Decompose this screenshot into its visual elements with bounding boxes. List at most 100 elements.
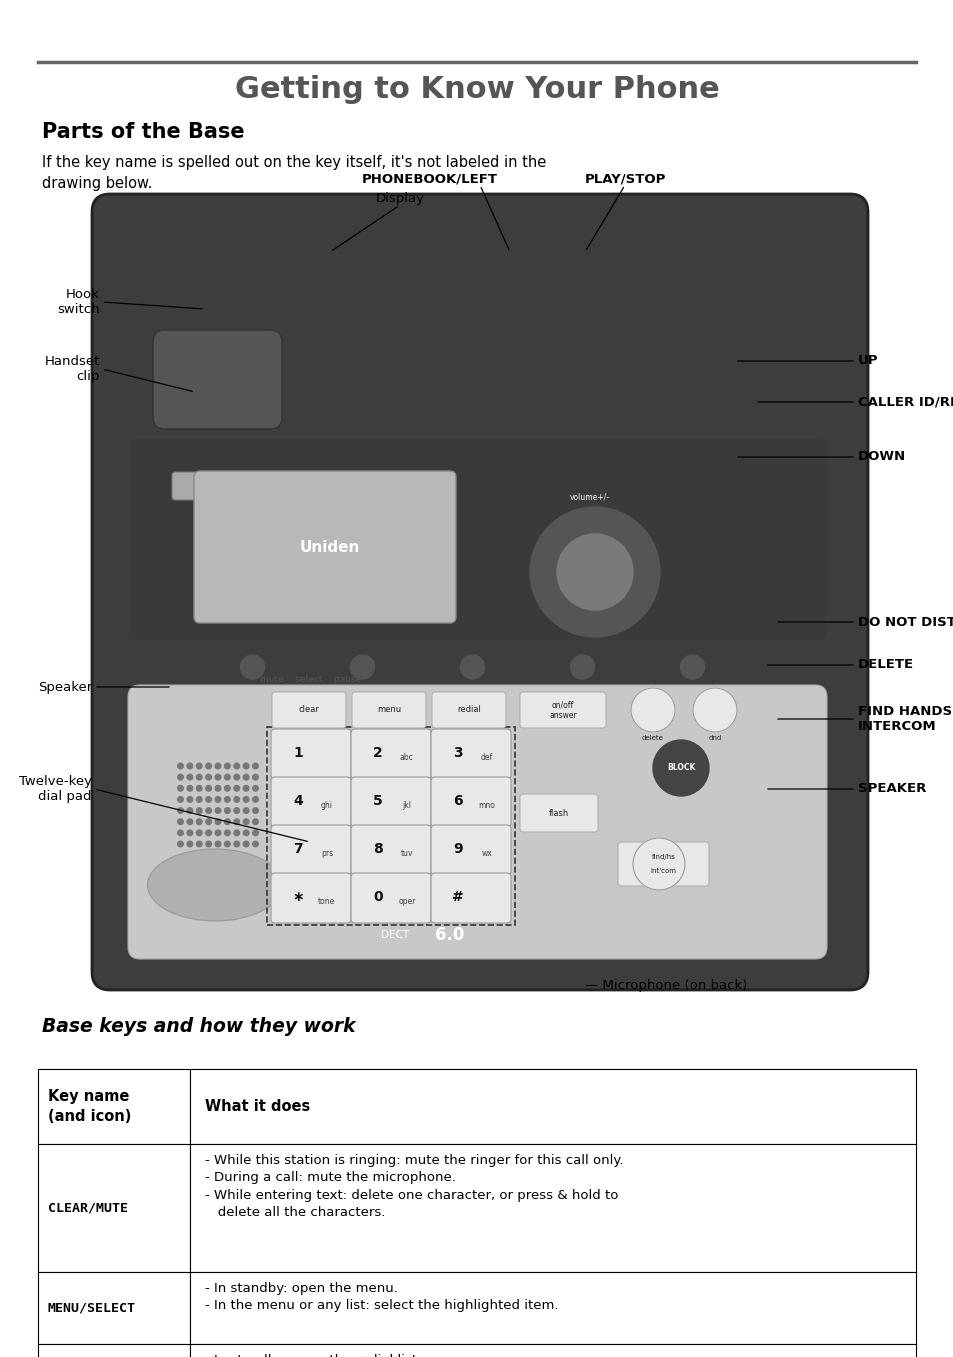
Circle shape	[243, 818, 249, 825]
Text: wx: wx	[481, 849, 492, 858]
Text: DOWN: DOWN	[857, 451, 905, 464]
Circle shape	[206, 818, 212, 825]
FancyBboxPatch shape	[431, 729, 511, 779]
Circle shape	[530, 508, 659, 636]
Text: volume+/-: volume+/-	[569, 493, 609, 502]
Text: Uniden: Uniden	[299, 540, 360, 555]
Circle shape	[233, 763, 239, 769]
Text: jkl: jkl	[402, 801, 411, 810]
Circle shape	[224, 763, 230, 769]
Text: answer: answer	[549, 711, 577, 721]
Circle shape	[253, 797, 258, 802]
Text: prs: prs	[320, 849, 333, 858]
FancyBboxPatch shape	[351, 778, 431, 826]
Circle shape	[196, 807, 202, 813]
Circle shape	[224, 807, 230, 813]
Circle shape	[196, 830, 202, 836]
Text: Key name
(and icon): Key name (and icon)	[48, 1090, 132, 1124]
Text: 3: 3	[453, 746, 462, 760]
Text: 6.0: 6.0	[435, 925, 464, 944]
Circle shape	[253, 830, 258, 836]
Bar	[38, 1272, 190, 1343]
Circle shape	[187, 841, 193, 847]
Circle shape	[243, 807, 249, 813]
Circle shape	[233, 841, 239, 847]
Text: Twelve-key
dial pad: Twelve-key dial pad	[19, 775, 91, 803]
Bar	[190, 1272, 915, 1343]
Circle shape	[215, 830, 220, 836]
FancyBboxPatch shape	[193, 471, 456, 623]
Circle shape	[224, 786, 230, 791]
Circle shape	[206, 807, 212, 813]
Text: find/hs: find/hs	[651, 854, 675, 860]
FancyBboxPatch shape	[431, 825, 511, 875]
Circle shape	[187, 807, 193, 813]
Bar	[267, 727, 515, 925]
Circle shape	[224, 830, 230, 836]
Circle shape	[187, 775, 193, 780]
Text: 0: 0	[373, 890, 382, 904]
Text: def: def	[480, 753, 493, 761]
Text: Base keys and how they work: Base keys and how they work	[42, 1016, 355, 1035]
Circle shape	[233, 797, 239, 802]
Text: tone: tone	[318, 897, 335, 906]
Circle shape	[206, 786, 212, 791]
Circle shape	[177, 786, 183, 791]
Circle shape	[243, 841, 249, 847]
Text: CALLER ID/RIGHT: CALLER ID/RIGHT	[857, 395, 953, 408]
FancyBboxPatch shape	[271, 825, 351, 875]
Text: 6: 6	[453, 794, 462, 809]
Circle shape	[233, 786, 239, 791]
Text: 5: 5	[905, 1322, 915, 1337]
Circle shape	[633, 839, 684, 890]
Text: - While this station is ringing: mute the ringer for this call only.
- During a : - While this station is ringing: mute th…	[205, 1153, 623, 1220]
Text: redial: redial	[456, 706, 480, 715]
Circle shape	[215, 763, 220, 769]
Circle shape	[206, 775, 212, 780]
Text: PHONEBOOK/LEFT: PHONEBOOK/LEFT	[361, 172, 497, 185]
Text: int'com: int'com	[650, 868, 676, 874]
FancyBboxPatch shape	[128, 685, 826, 959]
FancyBboxPatch shape	[91, 194, 867, 991]
Circle shape	[253, 786, 258, 791]
Circle shape	[215, 818, 220, 825]
FancyBboxPatch shape	[152, 330, 282, 429]
Circle shape	[557, 535, 633, 611]
Circle shape	[570, 655, 594, 678]
FancyBboxPatch shape	[351, 729, 431, 779]
Circle shape	[177, 841, 183, 847]
Circle shape	[196, 841, 202, 847]
FancyBboxPatch shape	[271, 778, 351, 826]
Circle shape	[233, 830, 239, 836]
Text: flash: flash	[548, 809, 569, 817]
FancyBboxPatch shape	[431, 778, 511, 826]
Text: ∗: ∗	[292, 890, 304, 904]
Text: — Microphone (on back): — Microphone (on back)	[584, 978, 746, 992]
Circle shape	[460, 655, 484, 678]
Circle shape	[253, 818, 258, 825]
FancyBboxPatch shape	[172, 472, 206, 499]
Text: What it does: What it does	[205, 1099, 310, 1114]
Circle shape	[177, 775, 183, 780]
Circle shape	[253, 775, 258, 780]
Circle shape	[196, 818, 202, 825]
Text: Parts of the Base: Parts of the Base	[42, 122, 244, 142]
FancyBboxPatch shape	[351, 825, 431, 875]
Bar	[38, 1343, 190, 1357]
Circle shape	[243, 775, 249, 780]
Text: 9: 9	[453, 843, 462, 856]
Circle shape	[177, 763, 183, 769]
FancyBboxPatch shape	[271, 873, 351, 923]
Circle shape	[253, 807, 258, 813]
Text: 4: 4	[293, 794, 303, 809]
Circle shape	[233, 807, 239, 813]
Text: PLAY/STOP: PLAY/STOP	[583, 172, 665, 185]
Text: DO NOT DISTURB: DO NOT DISTURB	[857, 616, 953, 628]
Circle shape	[206, 830, 212, 836]
Circle shape	[652, 740, 708, 797]
Bar	[190, 1069, 915, 1144]
FancyBboxPatch shape	[519, 692, 605, 727]
Circle shape	[253, 841, 258, 847]
FancyBboxPatch shape	[272, 692, 346, 727]
Text: DECT: DECT	[380, 930, 409, 940]
